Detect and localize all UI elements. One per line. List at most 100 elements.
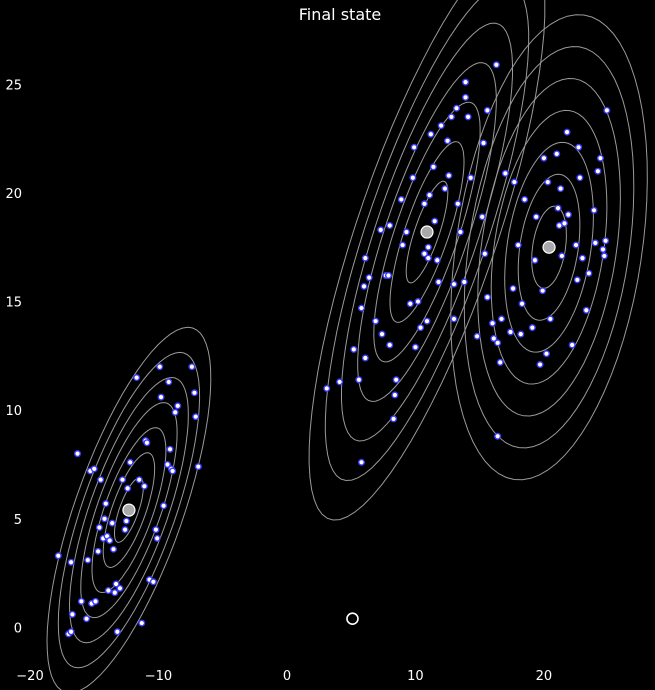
data-point [399,241,407,249]
data-point [585,269,593,277]
contour-line [490,109,608,385]
contour-line [341,22,513,442]
data-point [563,128,571,136]
centroid-marker [542,240,556,254]
data-point [424,254,432,262]
data-point [113,628,121,636]
data-point [568,341,576,349]
data-point [483,106,491,114]
data-point [163,460,171,468]
data-point [138,619,146,627]
data-point [156,363,164,371]
data-point [578,254,586,262]
data-point [602,237,610,245]
data-point [437,122,445,130]
data-point [126,458,134,466]
data-point [596,154,604,162]
data-point [190,389,198,397]
data-point [464,113,472,121]
data-point [116,584,124,592]
data-point [149,578,157,586]
contour-line [46,326,212,690]
data-point [517,330,525,338]
data-point [460,278,468,286]
data-point [92,597,100,605]
data-point [157,393,165,401]
data-point [544,178,552,186]
data-point [384,271,392,279]
data-point [188,363,196,371]
data-point [153,534,161,542]
x-axis-ticks: −20 −10 0 10 20 [16,669,552,684]
data-point [492,61,500,69]
data-point [104,586,112,594]
data-point [377,226,385,234]
data-point [560,219,568,227]
data-point [378,330,386,338]
data-point [531,256,539,264]
data-point [423,317,431,325]
data-point [417,324,425,332]
contour-line [450,14,648,481]
data-point [77,597,85,605]
data-point [420,250,428,258]
centroid-marker [420,225,434,239]
data-point [557,185,565,193]
data-point [386,222,394,230]
data-point [74,450,82,458]
contour-line [373,101,481,363]
data-point [355,376,363,384]
data-point [518,300,526,308]
data-points [54,61,611,638]
data-point [444,137,452,145]
data-point [441,185,449,193]
data-point [594,167,602,175]
data-point [467,174,475,182]
data-point [576,174,584,182]
data-point [336,378,344,386]
data-point [192,413,200,421]
data-point [590,206,598,214]
contour-line [68,376,189,644]
centroid-marker [122,503,136,517]
y-tick-label: 15 [5,296,22,311]
data-point [478,213,486,221]
data-point [94,547,102,555]
contour-line [308,0,546,521]
data-point [397,195,405,203]
data-point [83,615,91,623]
data-point [546,315,554,323]
data-point [490,334,498,342]
x-tick-label: −20 [16,669,43,684]
data-point [350,345,358,353]
contour-line [324,0,530,482]
data-point [599,245,607,253]
data-point [365,274,373,282]
x-tick-label: 10 [407,669,424,684]
data-point [498,315,506,323]
data-point [445,172,453,180]
data-point [539,287,547,295]
data-point [169,467,177,475]
data-point [411,343,419,351]
data-point [483,293,491,301]
data-point [67,558,75,566]
data-point [386,341,394,349]
data-point [426,191,434,199]
data-point [462,78,470,86]
data-point [174,402,182,410]
data-point [462,93,470,101]
y-tick-label: 5 [14,513,22,528]
contour-line [357,62,497,402]
data-point [600,252,608,260]
data-point [357,458,365,466]
data-point [532,213,540,221]
data-point [447,113,455,121]
data-point [420,200,428,208]
data-point [456,228,464,236]
data-point [454,200,462,208]
contour-line [405,180,449,284]
chart-title: Final state [299,5,382,24]
contour-line [91,427,167,594]
data-point [509,285,517,293]
